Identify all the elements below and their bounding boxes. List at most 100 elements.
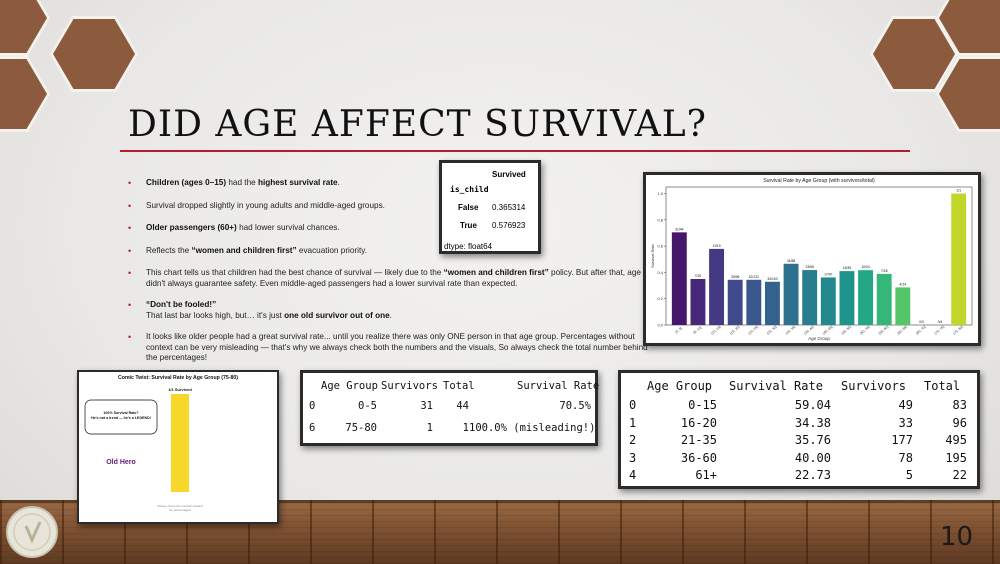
bar: [727, 279, 743, 325]
table-cell: 195: [945, 450, 967, 465]
bullet-text: .: [389, 310, 392, 320]
bar-data-label: 31/44: [675, 227, 684, 231]
hexagon-decoration: [50, 16, 138, 92]
y-tick-label: 0.6: [657, 244, 663, 249]
bullet-text: policy. But after that, age didn't alway…: [146, 268, 641, 288]
x-tick-label: (5, 10]: [692, 326, 702, 335]
x-tick-label: (60, 65]: [896, 325, 907, 335]
bullet-item: Survival dropped slightly in young adult…: [128, 201, 648, 212]
bullet-bold: “women and children first”: [443, 268, 549, 277]
y-tick-label: 0.8: [657, 217, 663, 222]
comic-chart-svg: Comic Twist: Survival Rate by Age Group …: [84, 375, 238, 512]
table-cell: 96: [952, 415, 967, 430]
table-cell: 100.0% (misleading!): [469, 422, 596, 434]
x-tick-label: (55, 60]: [878, 325, 889, 335]
bullet-text: This chart tells us that children had th…: [146, 268, 444, 277]
column-header: Survivors: [841, 379, 907, 393]
x-tick-label: (20, 25]: [747, 325, 758, 335]
bar-data-label: 11/19: [712, 244, 720, 248]
survival-by-child-output: Survived is_child False 0.365314 True 0.…: [439, 160, 541, 254]
age-survival-table-small: Age Group Survivors Total Survival Rate …: [300, 370, 599, 446]
table-cell: 34.38: [794, 415, 831, 430]
table-cell: 495: [945, 433, 967, 447]
x-tick-label: (0, 5]: [674, 326, 683, 334]
bar: [820, 277, 836, 325]
hero-label: Old Hero: [106, 459, 136, 466]
bar-data-label: 7/18: [881, 269, 888, 273]
row-value: 0.365314: [492, 203, 526, 212]
bar: [671, 232, 687, 325]
bar-data-label: 33/96: [731, 275, 740, 279]
age-survival-table-large: Age Group Survival Rate Survivors Total …: [618, 370, 980, 489]
table-cell: 22: [952, 468, 967, 482]
row-index: 1: [629, 415, 637, 430]
row-label: False: [458, 203, 479, 212]
bullet-list: Children (ages 0–15) had the highest sur…: [128, 178, 648, 364]
table-cell: 16-20: [680, 415, 717, 430]
comic-chart: Comic Twist: Survival Rate by Age Group …: [77, 370, 279, 524]
x-tick-label: (70, 75]: [934, 325, 945, 335]
column-header: Survival Rate: [729, 379, 823, 393]
bullet-text: That last bar looks high, but… it's just: [146, 310, 285, 320]
y-axis-label: Survival Rate: [650, 243, 655, 268]
table-cell: 33: [898, 415, 913, 430]
hexagon-decoration: [0, 56, 50, 132]
row-index: 4: [629, 468, 637, 482]
table-cell: 1: [462, 422, 469, 434]
table-cell: 35.76: [794, 433, 831, 447]
bar: [709, 248, 725, 325]
bullet-item: Children (ages 0–15) had the highest sur…: [128, 178, 648, 189]
plot-frame: [665, 186, 973, 326]
table-cell: 177: [891, 433, 913, 447]
table-cell: 61+: [695, 468, 717, 482]
y-tick-label: 0.4: [657, 270, 663, 275]
bar: [171, 394, 189, 492]
table-cell: 0-5: [358, 400, 377, 412]
table-cell: 83: [952, 398, 967, 412]
bar: [895, 287, 911, 325]
bullet-text: evacuation priority.: [296, 245, 367, 255]
table-cell: 75-80: [345, 422, 377, 434]
hexagon-decoration: [0, 0, 50, 56]
bar: [858, 270, 874, 325]
x-tick-label: (45, 50]: [841, 325, 852, 335]
bullet-bold: highest survival rate: [257, 178, 338, 187]
bar-data-label: 0/4: [938, 320, 943, 324]
y-tick-label: 0.2: [657, 296, 663, 301]
callout-text: He's not a trend — he's a LEGEND!: [91, 416, 151, 420]
dtype-label: dtype: float64: [444, 242, 493, 251]
callout-text: 100% Survival Rate?: [103, 411, 138, 415]
x-axis-label: Age Group: [808, 336, 830, 341]
x-tick-label: (35, 40]: [803, 325, 814, 335]
bullet-text: had lower survival chances.: [236, 223, 340, 232]
bullet-bold: “women and children first”: [191, 245, 297, 255]
column-header: Survived: [492, 170, 526, 179]
bar-data-label: 10/24: [861, 265, 870, 269]
footnote: the percentages!: [169, 508, 192, 512]
bar-data-label: 34/103: [767, 277, 777, 281]
y-tick-label: 0.0: [657, 323, 663, 328]
bullet-item: This chart tells us that children had th…: [128, 268, 643, 289]
table-cell: 22.73: [794, 468, 831, 482]
bar-data-label: 23/55: [805, 265, 814, 269]
table-cell: 1: [426, 422, 433, 434]
bar: [783, 263, 799, 325]
logo-emblem: [6, 506, 58, 558]
x-tick-label: (65, 70]: [915, 325, 926, 335]
column-header: Total: [924, 379, 961, 393]
bar-data-label: 16/39: [843, 266, 852, 270]
slide-title: DID AGE AFFECT SURVIVAL?: [128, 104, 707, 145]
bullet-bold: one old survivor out of one: [284, 310, 390, 320]
survival-rate-chart: Survival Rate by Age Group (with survivo…: [643, 172, 981, 346]
bar-data-label: 1/1 Survived: [168, 387, 192, 392]
bullet-bold: Older passengers (60+): [146, 223, 237, 232]
bar: [690, 279, 706, 325]
row-index: 2: [629, 433, 637, 447]
bar: [802, 270, 818, 325]
bullet-item: It looks like older people had a great s…: [128, 332, 648, 364]
bullet-bold: “Don't be fooled!”: [146, 300, 217, 309]
table-cell: 21-35: [680, 433, 717, 447]
bullet-text: had the: [226, 178, 258, 187]
bar: [746, 279, 762, 325]
